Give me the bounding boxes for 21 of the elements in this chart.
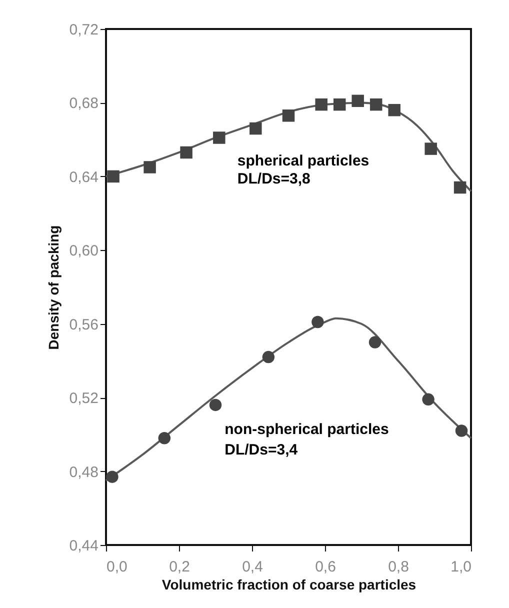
annotation: DL/Ds=3,4 bbox=[224, 442, 298, 459]
x-tick-label: 0,6 bbox=[315, 558, 336, 576]
y-tick-label: 0,52 bbox=[69, 390, 98, 408]
line-series bbox=[105, 317, 472, 482]
y-tick-label: 0,56 bbox=[69, 316, 98, 334]
y-tick-label: 0,68 bbox=[69, 95, 98, 112]
annotation: spherical particles bbox=[237, 152, 370, 170]
annotation: DL/Ds=3,8 bbox=[237, 170, 310, 188]
y-tick-label: 0,72 bbox=[69, 22, 98, 38]
x-tick-label: 0,8 bbox=[388, 558, 409, 576]
x-tick-label: 0,0 bbox=[106, 558, 128, 576]
y-tick-label: 0,64 bbox=[69, 168, 98, 186]
x-tick-label: 0,2 bbox=[169, 558, 190, 576]
y-tick-label: 0,44 bbox=[69, 538, 98, 554]
x-tick-label: 0,4 bbox=[242, 558, 263, 576]
x-axis-title: Volumetric fraction of coarse particles bbox=[162, 576, 416, 592]
x-tick-label: 1,0 bbox=[450, 558, 472, 576]
annotation: non-spherical particles bbox=[224, 420, 389, 438]
y-tick-label: 0,48 bbox=[69, 464, 98, 481]
y-tick-label: 0,60 bbox=[69, 242, 98, 260]
y-axis-title: Density of packing bbox=[45, 225, 62, 350]
